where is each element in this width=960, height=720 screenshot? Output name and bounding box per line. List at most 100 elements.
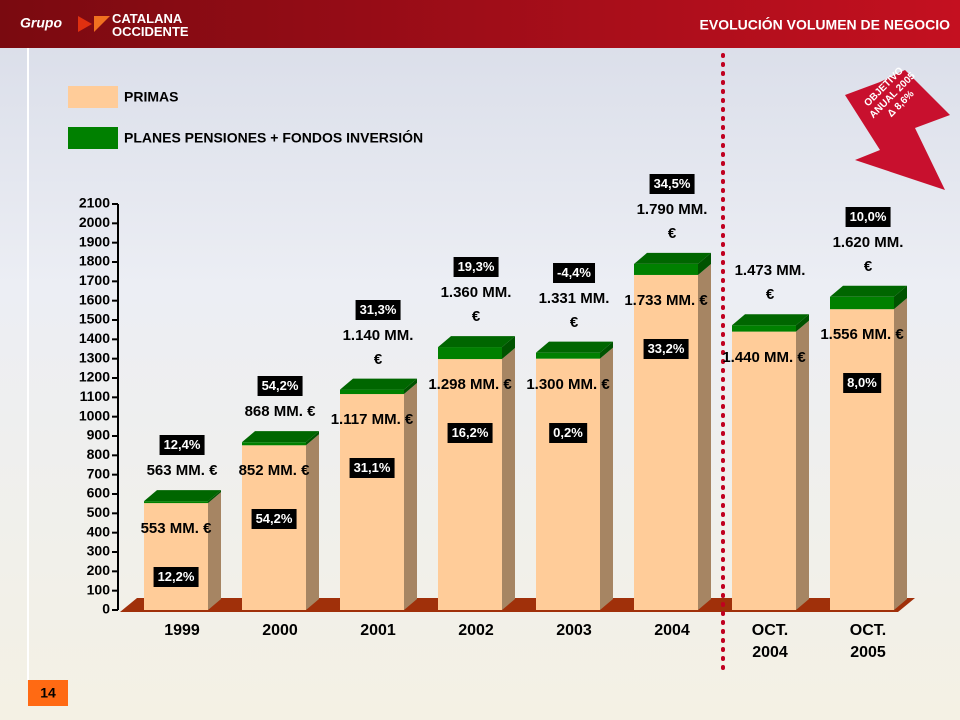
- bar-side: [894, 285, 907, 310]
- x-tick-label: 2001: [360, 622, 396, 639]
- growth-label: 33,2%: [643, 338, 689, 359]
- bar-top: [438, 336, 515, 348]
- bar-segment: [144, 501, 208, 504]
- y-tick-label: 2100: [79, 195, 110, 211]
- bar-side: [600, 341, 613, 359]
- x-tick-label: 2003: [556, 622, 592, 639]
- y-tick-label: 1300: [79, 349, 110, 365]
- bar-top: [340, 378, 417, 390]
- bar-top: [732, 314, 809, 326]
- growth-label: 19,3%: [453, 257, 499, 278]
- total-label: 563 MM. €: [146, 462, 218, 480]
- brand-prefix: Grupo: [20, 15, 62, 31]
- y-tick-label: 1600: [79, 291, 110, 307]
- growth-label: 0,2%: [549, 422, 587, 443]
- x-tick-label: 2002: [458, 622, 494, 639]
- bar-side: [502, 336, 515, 360]
- growth-label: 31,3%: [355, 299, 401, 320]
- bar-side: [306, 431, 319, 446]
- value-label: 852 MM. €: [238, 462, 310, 480]
- annotation-arrow: [845, 70, 950, 190]
- total-label: 1.473 MM. €: [734, 262, 806, 304]
- bar-side: [894, 298, 907, 610]
- bar-segment: [144, 503, 208, 610]
- bar-segment: [340, 389, 404, 395]
- legend-label: PLANES PENSIONES + FONDOS INVERSIÓN: [124, 129, 423, 146]
- bar-segment: [830, 296, 894, 310]
- bar-top: [830, 285, 907, 297]
- x-tick-label: OCT. 2004: [751, 622, 789, 661]
- y-tick-label: 200: [87, 562, 111, 578]
- value-label: 1.300 MM. €: [526, 375, 610, 393]
- bar-side: [796, 320, 809, 610]
- y-tick-label: 2000: [79, 214, 110, 230]
- y-tick-label: 100: [87, 581, 111, 597]
- bar-side: [796, 314, 809, 332]
- bar-segment: [340, 394, 404, 610]
- logo-mark: [94, 16, 110, 32]
- y-tick-label: 400: [87, 523, 111, 539]
- y-tick-label: 1100: [80, 388, 111, 404]
- y-tick-label: 700: [87, 465, 111, 481]
- page-number: 14: [40, 685, 56, 701]
- floor: [120, 598, 915, 612]
- bar-side: [698, 263, 711, 610]
- header-bar: [0, 0, 960, 48]
- y-tick-label: 1700: [79, 272, 110, 288]
- growth-label: 16,2%: [447, 423, 493, 444]
- growth-label: 54,2%: [257, 376, 303, 397]
- x-tick-label: 1999: [164, 622, 200, 639]
- bar-segment: [732, 325, 796, 332]
- value-label: 1.733 MM. €: [624, 291, 708, 309]
- bar-segment: [732, 331, 796, 610]
- growth-label: 12,2%: [153, 567, 199, 588]
- bar-segment: [438, 359, 502, 610]
- y-tick-label: 300: [87, 543, 111, 559]
- growth-label: 54,2%: [251, 509, 297, 530]
- brand: CATALANA OCCIDENTE: [112, 11, 189, 39]
- bar-segment: [536, 358, 600, 610]
- y-tick-label: 1400: [79, 330, 110, 346]
- chart-title: EVOLUCIÓN VOLUMEN DE NEGOCIO: [700, 16, 951, 33]
- bar-segment: [634, 263, 698, 275]
- value-label: 553 MM. €: [140, 520, 212, 538]
- bar-side: [306, 434, 319, 610]
- y-tick-label: 0: [102, 601, 110, 617]
- value-label: 1.440 MM. €: [722, 348, 806, 366]
- y-tick-label: 600: [87, 485, 111, 501]
- legend-swatch: [68, 127, 118, 149]
- bar-side: [698, 252, 711, 275]
- value-label: 1.298 MM. €: [428, 376, 512, 394]
- growth-label: 12,4%: [159, 435, 205, 456]
- value-label: 1.556 MM. €: [820, 326, 904, 344]
- bar-side: [208, 492, 221, 610]
- total-label: 1.790 MM. €: [636, 200, 708, 242]
- bar-segment: [634, 274, 698, 610]
- bar-segment: [438, 347, 502, 360]
- legend-swatch: [68, 86, 118, 108]
- total-label: 1.360 MM. €: [440, 284, 512, 326]
- total-label: 1.331 MM. €: [538, 289, 610, 331]
- bar-segment: [536, 352, 600, 359]
- logo-mark: [78, 16, 92, 32]
- growth-label: -4,4%: [553, 262, 595, 283]
- bar-side: [404, 378, 417, 395]
- total-label: 1.620 MM. €: [832, 233, 904, 275]
- y-tick-label: 1200: [79, 369, 110, 385]
- growth-label: 31,1%: [349, 458, 395, 479]
- x-tick-label: 2000: [262, 622, 298, 639]
- growth-label: 10,0%: [845, 206, 891, 227]
- bar-top: [536, 341, 613, 353]
- y-tick-label: 900: [87, 427, 111, 443]
- y-tick-label: 800: [87, 446, 111, 462]
- bar-side: [404, 383, 417, 610]
- x-tick-label: OCT. 2005: [849, 622, 887, 661]
- y-tick-label: 1800: [79, 253, 110, 269]
- y-tick-label: 1000: [79, 407, 110, 423]
- y-tick-label: 1900: [79, 233, 110, 249]
- growth-label: 34,5%: [649, 173, 695, 194]
- total-label: 1.140 MM. €: [342, 326, 414, 368]
- bar-top: [634, 252, 711, 264]
